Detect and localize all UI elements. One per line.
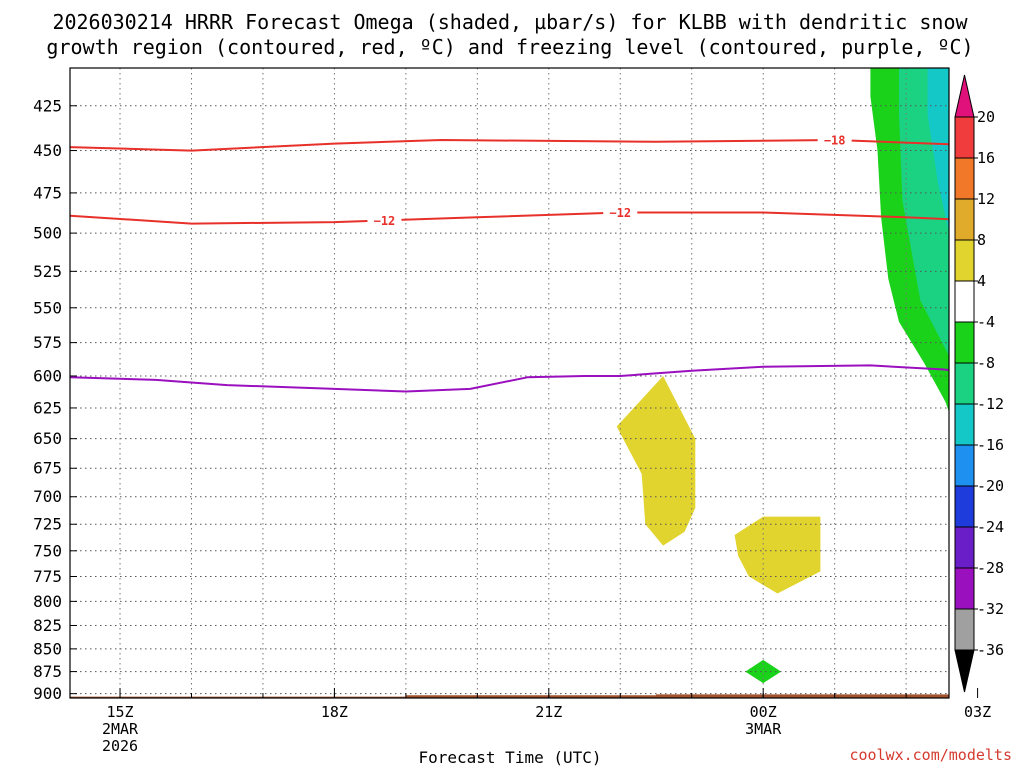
x-axis-label: Forecast Time (UTC) [418,748,601,767]
colorbar-label: -16 [977,436,1004,454]
y-tick-label: 750 [33,541,62,560]
colorbar-bin [954,198,975,241]
y-tick-label: 800 [33,592,62,611]
plot-area [70,68,949,698]
y-tick-label: 525 [33,262,62,281]
colorbar-label: -4 [977,313,995,331]
y-tick-label: 475 [33,183,62,202]
colorbar-bin [954,321,975,364]
contour-label-bg [367,213,402,228]
colorbar-top-arrow [954,74,975,118]
y-tick-label: 850 [33,639,62,658]
y-tick-label: 775 [33,567,62,586]
y-tick-label: 425 [33,96,62,115]
colorbar-bin [954,485,975,528]
y-tick-label: 600 [33,366,62,385]
y-tick-label: 650 [33,429,62,448]
contour-label: −18 [824,134,846,148]
y-tick-label: 550 [33,298,62,317]
y-tick-label: 625 [33,398,62,417]
y-tick-label: 725 [33,515,62,534]
contour-label-bg [817,133,852,148]
y-tick-label: 575 [33,333,62,352]
y-tick-label: 825 [33,616,62,635]
omega-region-yellow-blob-left [616,376,696,546]
colorbar-bin [954,280,975,323]
colorbar-bin [954,526,975,569]
colorbar-label: -32 [977,600,1004,618]
colorbar-label: -8 [977,354,995,372]
colorbar-bin [954,608,975,651]
y-tick-label: 875 [33,662,62,681]
colorbar-label: -12 [977,395,1004,413]
colorbar-bin [954,403,975,446]
colorbar: 20 16 12 8 4 -4 -8 -12 -16 -20 -24 -28 -32 -36 [954,74,1004,693]
y-axis-ticks: 425 450 475 500 525 550 575 600 625 650 675 700 725 7… [33,96,77,703]
contour--12-c-isotherm [70,211,949,225]
contour-label-bg [603,205,638,220]
y-tick-label: 900 [33,684,62,703]
x-tick-label: 21Z [535,703,562,721]
colorbar-bin [954,362,975,405]
colorbar-label: -24 [977,518,1004,536]
x-tick-sub1: 2MAR [102,720,139,738]
colorbar-label: -36 [977,641,1004,659]
contour-freezing-level-0-c- [70,364,949,393]
colorbar-bottom-arrow [954,649,975,693]
colorbar-bin [954,239,975,282]
terrain-ground [70,694,949,698]
chart-title-line-2: growth region (contoured, red, ºC) and f… [46,35,973,59]
colorbar-bin [954,116,975,159]
y-tick-label: 675 [33,459,62,478]
contour-lines: −18 −12 −12 [70,133,949,393]
colorbar-bin [954,444,975,487]
x-tick-label: 18Z [321,703,348,721]
grid [70,68,949,698]
x-tick-sub2: 2026 [102,737,138,755]
colorbar-label: 16 [977,149,995,167]
y-tick-label: 450 [33,141,62,160]
contour-label: −12 [374,214,396,228]
x-tick-sub1: 3MAR [745,720,782,738]
colorbar-label: 4 [977,272,986,290]
x-tick-label: 15Z [106,703,133,721]
x-tick-label: 03Z [964,703,991,721]
x-tick-label: 00Z [750,703,777,721]
y-tick-label: 500 [33,224,62,243]
omega-region-upward-motion-core [927,68,949,233]
colorbar-label: 12 [977,190,995,208]
omega-region-yellow-blob-center [734,516,821,594]
y-tick-label: 700 [33,487,62,506]
x-axis-ticks: 15Z2MAR202618Z21Z00Z3MAR03Z06Z [102,688,991,755]
colorbar-bin [954,567,975,610]
colorbar-bin [954,157,975,200]
credit-link[interactable]: coolwx.com/modelts [849,746,1012,764]
colorbar-label: -28 [977,559,1004,577]
colorbar-label: 20 [977,108,995,126]
omega-region-green-diamond [745,659,782,684]
contour-label: −12 [609,206,631,220]
colorbar-label: 8 [977,231,986,249]
plot-frame [69,67,950,699]
colorbar-label: -20 [977,477,1004,495]
chart-title-line-1: 2026030214 HRRR Forecast Omega (shaded, … [52,10,968,34]
